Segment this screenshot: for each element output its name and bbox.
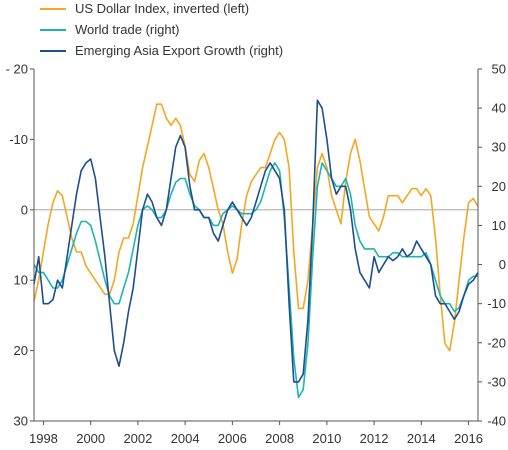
- left-tick-label: 0: [21, 202, 28, 217]
- series-lines: [33, 99, 479, 399]
- x-tick-label: 2002: [123, 431, 152, 446]
- x-tick-label: 2010: [312, 431, 341, 446]
- legend-label: US Dollar Index, inverted (left): [75, 1, 249, 16]
- right-tick-label: -20: [487, 335, 506, 350]
- right-tick-label: -30: [487, 374, 506, 389]
- x-tick-label: 2000: [76, 431, 105, 446]
- right-tick-label: 20: [492, 179, 506, 194]
- right-tick-label: 40: [492, 101, 506, 116]
- x-tick-label: 2004: [171, 431, 200, 446]
- left-tick-label: 30: [14, 414, 28, 429]
- right-tick-label: 10: [492, 218, 506, 233]
- right-tick-label: -40: [487, 414, 506, 429]
- x-tick-label: 2016: [454, 431, 483, 446]
- left-tick-label: -10: [9, 132, 28, 147]
- right-tick-label: 50: [492, 62, 506, 77]
- x-tick-label: 2012: [360, 431, 389, 446]
- right-tick-label: -10: [487, 296, 506, 311]
- left-tick-label: 10: [14, 273, 28, 288]
- x-tick-label: 2008: [265, 431, 294, 446]
- x-tick-label: 2006: [218, 431, 247, 446]
- series-line: [33, 99, 479, 383]
- right-tick-label: 0: [499, 257, 506, 272]
- left-tick-label: - 20: [6, 62, 28, 77]
- legend-label: Emerging Asia Export Growth (right): [75, 43, 283, 58]
- legend-label: World trade (right): [75, 22, 180, 37]
- right-tick-label: 30: [492, 140, 506, 155]
- series-line: [33, 162, 478, 399]
- axes: - 20-10010203050403020100-10-20-30-40199…: [6, 62, 506, 447]
- left-tick-label: 20: [14, 343, 28, 358]
- x-tick-label: 2014: [407, 431, 436, 446]
- x-tick-label: 1998: [29, 431, 58, 446]
- legend: US Dollar Index, inverted (left) World tr…: [40, 1, 283, 58]
